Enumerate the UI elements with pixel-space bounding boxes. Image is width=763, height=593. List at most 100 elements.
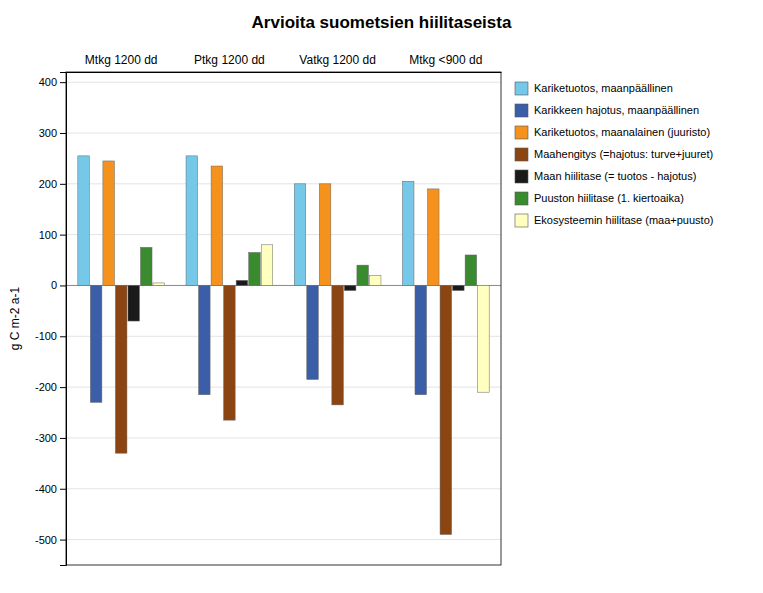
y-tick-mark [60, 489, 66, 490]
bar [249, 252, 261, 285]
y-tick-mark [60, 235, 66, 236]
y-tick-label: 200 [39, 178, 57, 190]
bar [357, 265, 369, 285]
legend-swatch [515, 104, 528, 117]
bar [428, 189, 440, 286]
legend-item: Maahengitys (=hajotus: turve+juuret) [515, 148, 713, 161]
bars [78, 156, 489, 535]
bar [294, 184, 306, 286]
y-tick-label: -400 [35, 483, 57, 495]
grid-line [66, 488, 501, 489]
y-axis: -500 -400 -300 -200 -100 0 100 200 300 400 [35, 73, 67, 566]
bar [453, 285, 465, 290]
legend-label: Kariketuotos, maanalainen (juuristo) [534, 126, 710, 138]
y-axis-line [60, 73, 67, 566]
legend-swatch [515, 126, 528, 139]
bar [319, 184, 331, 286]
bar [465, 255, 477, 285]
y-tick-label: 100 [39, 229, 57, 241]
x-tick: Mtkg 1200 dd [85, 53, 158, 72]
bar [236, 280, 248, 285]
bar [199, 285, 211, 394]
bar [115, 285, 127, 453]
y-tick: 300 [39, 127, 66, 139]
y-tick-mark [60, 133, 66, 134]
legend: Kariketuotos, maanpäällinen Karikkeen haj… [515, 82, 713, 227]
legend-item: Maan hiilitase (= tuotos - hajotus) [515, 170, 696, 183]
x-tick-label: Vatkg 1200 dd [299, 53, 376, 67]
y-axis-title: g C m-2 a-1 [8, 287, 22, 351]
grid-line [66, 336, 501, 337]
grid-line [66, 132, 501, 133]
grid-line [66, 183, 501, 184]
y-tick-mark [60, 285, 66, 286]
grid-line [66, 82, 501, 83]
x-axis: Mtkg 1200 dd Ptkg 1200 dd Vatkg 1200 dd Mtk… [67, 53, 502, 73]
x-tick: Mtkg <900 dd [409, 53, 482, 72]
bar [186, 156, 198, 286]
y-tick: -100 [35, 330, 66, 342]
bar-series [90, 285, 426, 402]
bar-series [78, 156, 414, 286]
legend-label: Ekosysteemin hiilitase (maa+puusto) [534, 214, 713, 226]
bar [211, 166, 223, 285]
legend-label: Maan hiilitase (= tuotos - hajotus) [534, 170, 696, 182]
bar [307, 285, 319, 379]
plot: -500 -400 -300 -200 -100 0 100 200 300 400 Mtkg 12… [35, 53, 502, 566]
y-tick-mark [60, 82, 66, 83]
legend-swatch [515, 148, 528, 161]
bar [440, 285, 452, 534]
bar [344, 285, 356, 290]
legend-label: Maahengitys (=hajotus: turve+juuret) [534, 148, 713, 160]
y-tick: -300 [35, 432, 66, 444]
bar [402, 181, 414, 285]
bar [261, 245, 273, 286]
y-tick: -500 [35, 534, 66, 546]
legend-label: Puuston hiilitase (1. kiertoaika) [534, 192, 684, 204]
y-tick: 0 [51, 279, 66, 291]
y-tick-label: -500 [35, 534, 57, 546]
y-tick-label: 400 [39, 76, 57, 88]
legend-item: Kariketuotos, maanalainen (juuristo) [515, 126, 710, 139]
bar-series [140, 247, 476, 285]
legend-item: Puuston hiilitase (1. kiertoaika) [515, 192, 684, 205]
y-tick: -400 [35, 483, 66, 495]
bar [415, 285, 427, 394]
chart: -500 -400 -300 -200 -100 0 100 200 300 400 Mtkg 12… [0, 0, 763, 593]
y-tick-label: 300 [39, 127, 57, 139]
y-tick-label: -200 [35, 381, 57, 393]
legend-swatch [515, 214, 528, 227]
bar-series [128, 280, 464, 321]
bar [103, 161, 115, 286]
bar [369, 275, 381, 285]
x-tick-label: Mtkg 1200 dd [85, 53, 158, 67]
title: Arvioita suometsien hiilitaseista [252, 13, 512, 32]
y-tick: 100 [39, 229, 66, 241]
bar [478, 285, 490, 392]
bar-series [103, 161, 439, 286]
bar [140, 247, 152, 285]
y-tick-label: 0 [51, 279, 57, 291]
y-tick-mark [60, 438, 66, 439]
bar [153, 283, 165, 286]
grid [66, 82, 501, 539]
legend-item: Ekosysteemin hiilitase (maa+puusto) [515, 214, 713, 227]
legend-swatch [515, 82, 528, 95]
bar [224, 285, 236, 420]
bar [78, 156, 90, 286]
x-tick-label: Ptkg 1200 dd [194, 53, 265, 67]
y-tick-label: -100 [35, 330, 57, 342]
x-tick: Ptkg 1200 dd [194, 53, 265, 72]
bar [332, 285, 344, 404]
y-tick-mark [60, 184, 66, 185]
legend-swatch [515, 170, 528, 183]
y-tick-mark [60, 336, 66, 337]
plot-frame [66, 72, 501, 565]
y-tick-mark [60, 540, 66, 541]
y-tick: -200 [35, 381, 66, 393]
legend-label: Kariketuotos, maanpäällinen [534, 82, 673, 94]
legend-label: Karikkeen hajotus, maanpäällinen [534, 104, 699, 116]
x-axis-line [67, 72, 502, 73]
bar [128, 285, 140, 321]
y-tick: 400 [39, 76, 66, 88]
